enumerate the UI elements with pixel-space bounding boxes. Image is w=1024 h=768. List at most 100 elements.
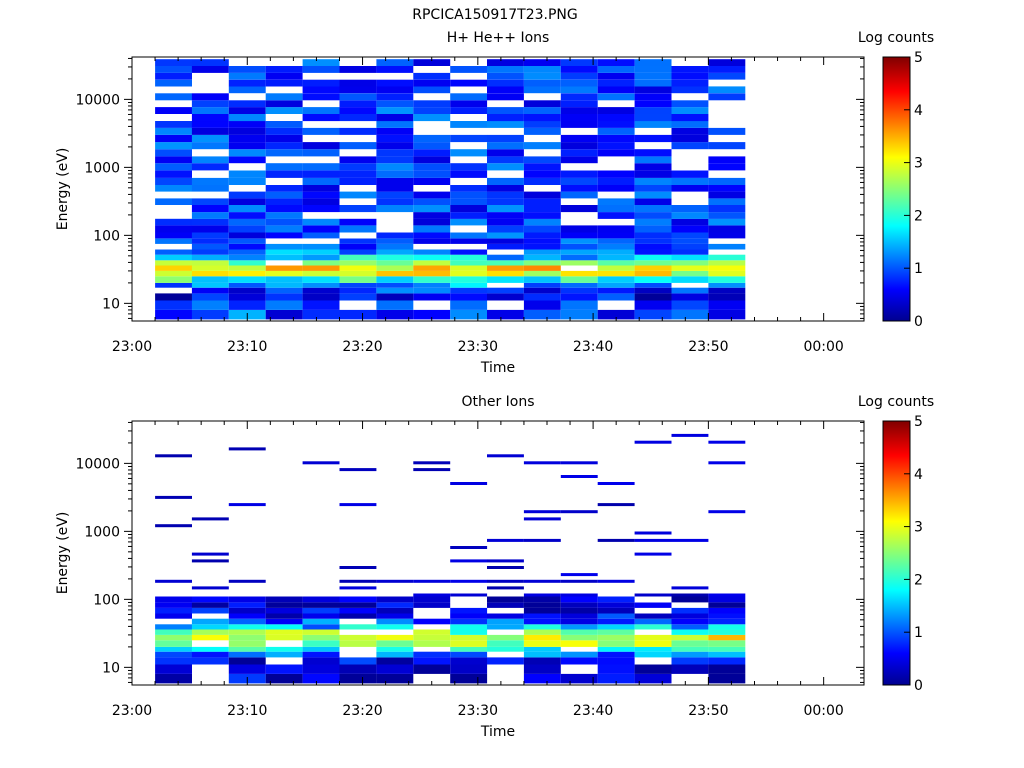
heatmap-cell xyxy=(671,287,709,294)
heatmap-cell xyxy=(339,243,377,250)
heatmap-cell xyxy=(228,293,266,301)
colorbar-tick-label: 1 xyxy=(914,625,923,641)
heatmap-cell xyxy=(339,657,377,665)
heatmap-cell xyxy=(155,185,192,192)
heatmap-cell xyxy=(634,243,672,250)
heatmap-cell xyxy=(597,121,635,128)
heatmap-cell xyxy=(597,657,635,665)
heatmap-cell xyxy=(155,232,192,239)
heatmap-cell xyxy=(634,191,672,199)
heatmap-cell xyxy=(376,293,414,301)
heatmap-cell xyxy=(265,276,303,283)
heatmap-cell xyxy=(376,149,414,157)
heatmap-cell xyxy=(597,86,635,94)
heatmap-cell xyxy=(560,475,598,478)
heatmap-cell xyxy=(413,177,451,185)
heatmap-cell xyxy=(708,287,746,294)
heatmap-cell xyxy=(191,596,229,603)
heatmap-cell xyxy=(155,613,192,619)
heatmap-cell xyxy=(487,114,524,122)
heatmap-cell xyxy=(523,86,561,94)
heatmap-cell xyxy=(413,634,451,641)
heatmap-cell xyxy=(634,114,672,122)
heatmap-cell xyxy=(413,282,451,288)
heatmap-cell xyxy=(265,613,303,619)
heatmap-cell xyxy=(634,260,672,266)
heatmap-cell xyxy=(302,640,340,647)
heatmap-cell xyxy=(487,287,524,294)
heatmap-cell xyxy=(450,287,488,294)
heatmap-cell xyxy=(523,205,561,213)
heatmap-cell xyxy=(228,107,266,114)
y-axis: 10 100 1000 10000 xyxy=(75,57,864,319)
heatmap-cell xyxy=(413,249,451,255)
heatmap-cell xyxy=(597,142,635,150)
heatmap-cell xyxy=(155,177,192,185)
heatmap-cell xyxy=(155,651,192,658)
heatmap-cell xyxy=(339,586,377,590)
heatmap-cell xyxy=(265,287,303,294)
heatmap-cell xyxy=(191,517,229,521)
heatmap-cell xyxy=(708,270,746,277)
heatmap-cell xyxy=(487,177,524,185)
heatmap-cell xyxy=(487,149,524,157)
heatmap-cell xyxy=(265,607,303,614)
heatmap-cell xyxy=(413,276,451,283)
heatmap-cell xyxy=(708,293,746,301)
heatmap-cell xyxy=(560,673,598,684)
heatmap-cell xyxy=(450,249,488,255)
heatmap-cell xyxy=(302,461,340,465)
heatmap-cell xyxy=(191,205,229,213)
heatmap-cell xyxy=(450,651,488,658)
colorbar: Log counts 0 1 2 3 4 5 xyxy=(858,30,934,330)
heatmap-cell xyxy=(597,293,635,301)
colorbar-tick-label: 5 xyxy=(914,414,923,430)
heatmap-cell xyxy=(376,602,414,608)
heatmap-cell xyxy=(671,629,709,635)
heatmap-cell xyxy=(671,170,709,178)
heatmap-cell xyxy=(228,270,266,277)
heatmap-cell xyxy=(155,79,192,87)
heatmap-cell xyxy=(450,629,488,635)
heatmap-cell xyxy=(228,218,266,226)
heatmap-cell xyxy=(523,170,561,178)
heatmap-cell xyxy=(376,624,414,630)
heatmap-cell xyxy=(487,225,524,233)
heatmap-cell xyxy=(560,293,598,301)
heatmap-cell xyxy=(228,114,266,122)
heatmap-cell xyxy=(450,66,488,73)
heatmap-cell xyxy=(191,185,229,192)
heatmap-cell xyxy=(339,613,377,619)
heatmap-cell xyxy=(450,121,488,128)
heatmap-cell xyxy=(302,293,340,301)
heatmap-cell xyxy=(597,212,635,219)
heatmap-cell xyxy=(450,579,488,583)
heatmap-cell xyxy=(487,254,524,261)
heatmap-cell xyxy=(634,531,672,535)
heatmap-cell xyxy=(339,293,377,301)
heatmap-cell xyxy=(634,593,672,597)
heatmap-cell xyxy=(523,538,561,542)
heatmap-cell xyxy=(155,198,192,205)
heatmap-cell xyxy=(560,579,598,583)
heatmap-cell xyxy=(450,79,488,87)
heatmap-cell xyxy=(339,634,377,641)
heatmap-cell xyxy=(228,300,266,310)
heatmap-cell xyxy=(708,93,746,101)
heatmap-cell xyxy=(376,86,414,94)
heatmap-cell xyxy=(302,149,340,157)
heatmap-cell xyxy=(671,260,709,266)
colorbar-tick-label: 2 xyxy=(914,208,923,224)
x-tick-label: 23:00 xyxy=(112,703,152,719)
heatmap-cell xyxy=(634,121,672,128)
heatmap-cell xyxy=(634,265,672,271)
heatmap-cell xyxy=(155,293,192,301)
colorbar-tick-label: 0 xyxy=(914,678,923,694)
heatmap-cell xyxy=(708,440,746,444)
heatmap-cell xyxy=(523,579,561,583)
heatmap-cell xyxy=(487,538,524,542)
heatmap-cell xyxy=(523,640,561,647)
x-tick-label: 23:20 xyxy=(342,703,382,719)
heatmap-cell xyxy=(523,59,561,66)
